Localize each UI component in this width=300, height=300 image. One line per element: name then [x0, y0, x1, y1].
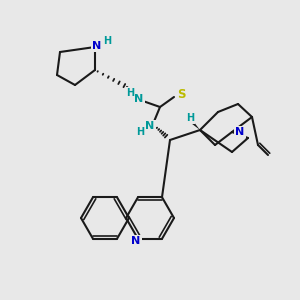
Polygon shape: [191, 121, 200, 130]
Text: H: H: [126, 88, 134, 98]
Text: N: N: [236, 127, 244, 137]
Text: H: H: [186, 113, 194, 123]
Text: S: S: [177, 88, 185, 100]
Text: N: N: [146, 121, 154, 131]
Text: N: N: [92, 41, 102, 51]
Text: N: N: [134, 94, 144, 104]
Text: H: H: [103, 36, 111, 46]
Text: N: N: [131, 236, 141, 246]
Text: H: H: [136, 127, 144, 137]
